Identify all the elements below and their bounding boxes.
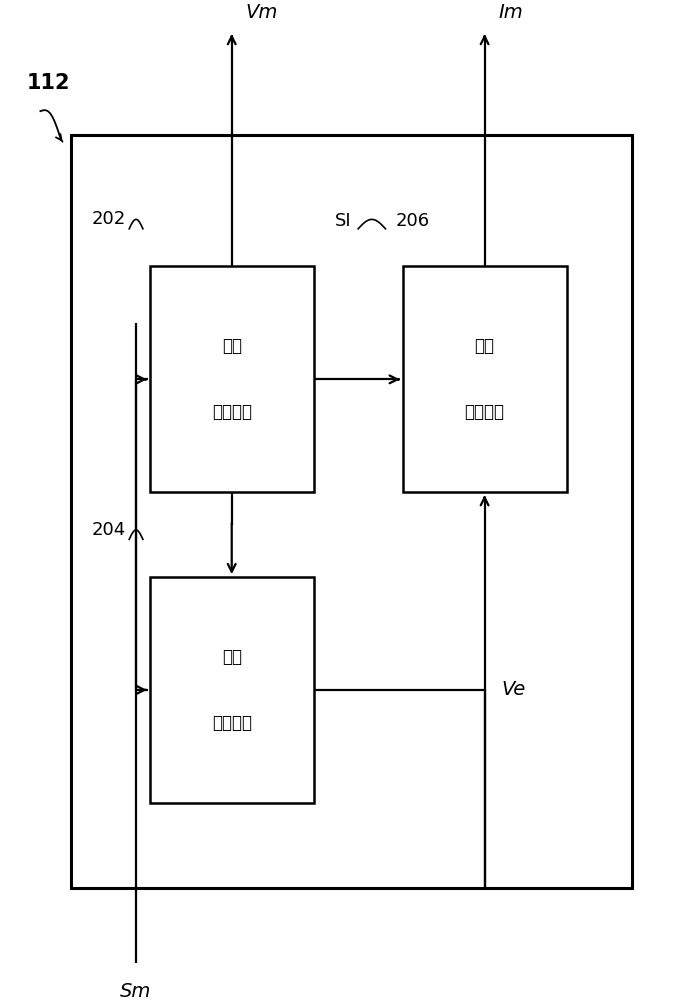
Text: 检测单元: 检测单元	[464, 403, 504, 421]
Bar	[150, 577, 313, 803]
Text: Im: Im	[498, 3, 523, 22]
Text: SI: SI	[335, 212, 351, 230]
Text: 202: 202	[92, 210, 126, 228]
Bar	[150, 266, 313, 492]
Bar	[402, 266, 566, 492]
Text: 204: 204	[92, 521, 126, 539]
Text: Ve: Ve	[502, 680, 526, 699]
Text: 206: 206	[395, 212, 430, 230]
Text: 电流: 电流	[222, 648, 242, 666]
Bar	[71, 135, 632, 888]
Text: 电压: 电压	[222, 337, 242, 355]
Text: 电流: 电流	[475, 337, 495, 355]
Text: 112: 112	[27, 73, 70, 93]
Text: Sm: Sm	[121, 982, 152, 1000]
Text: 检测单元: 检测单元	[212, 403, 251, 421]
Text: Vm: Vm	[245, 3, 278, 22]
Text: 控制单元: 控制单元	[212, 714, 251, 732]
